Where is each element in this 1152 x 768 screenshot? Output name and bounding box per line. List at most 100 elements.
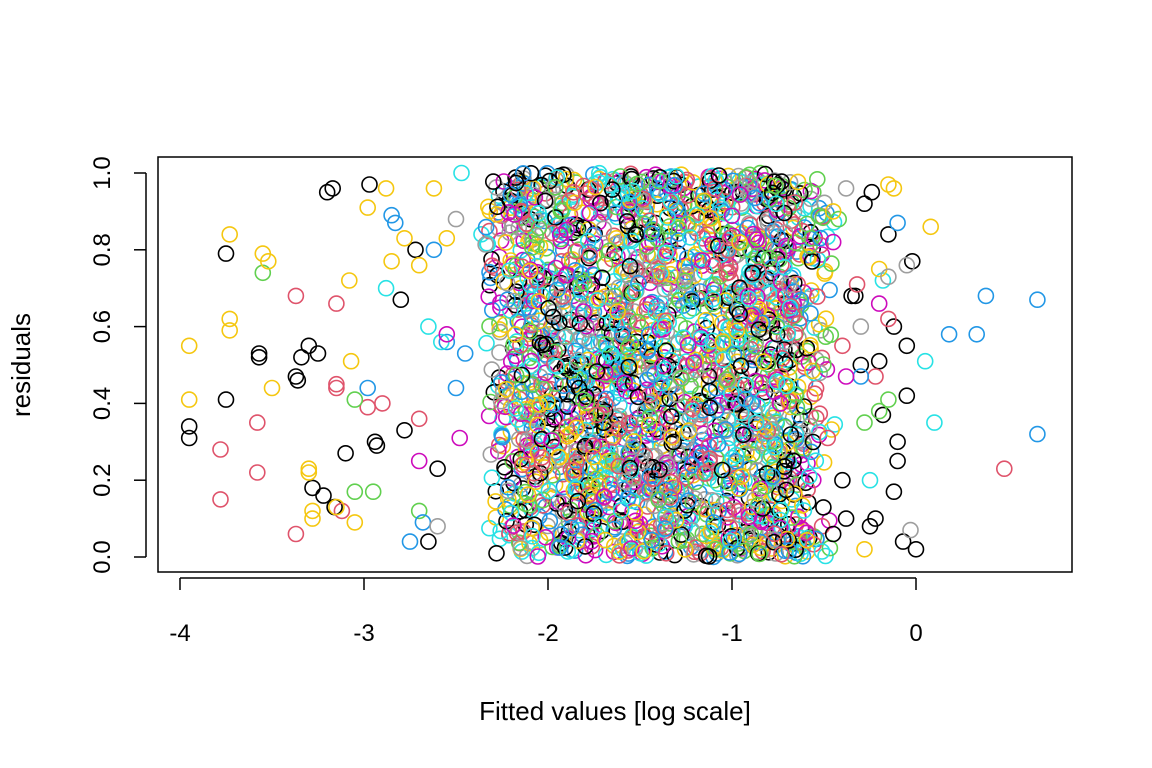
data-point bbox=[704, 167, 721, 185]
data-point bbox=[523, 376, 541, 393]
data-point bbox=[765, 376, 783, 394]
data-point bbox=[643, 352, 661, 370]
data-point bbox=[813, 543, 831, 560]
data-point bbox=[718, 371, 735, 388]
data-point bbox=[346, 391, 364, 408]
data-point bbox=[823, 421, 840, 438]
data-point bbox=[764, 468, 781, 485]
data-point bbox=[760, 250, 778, 267]
data-point bbox=[995, 460, 1013, 478]
data-point bbox=[802, 282, 820, 299]
data-point bbox=[743, 498, 761, 516]
data-point bbox=[611, 396, 628, 414]
data-point bbox=[629, 261, 647, 278]
y-tick-label: 1.0 bbox=[89, 156, 116, 189]
data-point bbox=[902, 521, 919, 539]
data-point bbox=[846, 287, 864, 305]
data-point bbox=[438, 325, 456, 343]
data-point bbox=[777, 481, 795, 499]
data-point bbox=[601, 345, 619, 362]
data-point bbox=[753, 230, 770, 248]
data-point bbox=[800, 467, 818, 485]
data-point bbox=[575, 303, 592, 320]
data-point bbox=[526, 189, 544, 206]
data-point bbox=[843, 287, 860, 305]
data-point bbox=[776, 224, 794, 241]
data-point bbox=[425, 180, 443, 197]
data-point bbox=[861, 517, 879, 535]
data-point bbox=[731, 305, 749, 323]
data-point bbox=[826, 416, 844, 433]
data-point bbox=[534, 336, 551, 354]
data-point bbox=[687, 473, 705, 491]
data-point bbox=[721, 229, 739, 247]
data-point bbox=[645, 470, 663, 487]
data-point bbox=[568, 453, 585, 471]
data-point bbox=[629, 313, 647, 331]
data-point bbox=[898, 337, 916, 355]
data-point bbox=[747, 372, 765, 390]
data-point bbox=[221, 226, 238, 243]
data-point bbox=[713, 461, 731, 479]
data-point bbox=[704, 257, 722, 275]
data-point bbox=[550, 314, 568, 332]
data-point bbox=[720, 264, 738, 281]
data-point bbox=[739, 219, 756, 237]
data-point bbox=[791, 185, 809, 202]
data-point bbox=[482, 446, 500, 463]
data-point bbox=[603, 181, 621, 198]
data-point bbox=[907, 540, 925, 558]
data-point bbox=[766, 177, 784, 195]
data-point bbox=[569, 492, 587, 510]
data-point bbox=[221, 322, 238, 339]
data-point bbox=[478, 334, 495, 352]
data-point bbox=[782, 298, 800, 315]
data-point bbox=[447, 379, 465, 397]
y-tick-label: 0.2 bbox=[89, 464, 116, 497]
data-point bbox=[618, 213, 636, 230]
data-point bbox=[490, 436, 508, 454]
data-point bbox=[767, 195, 785, 213]
data-point bbox=[508, 333, 526, 350]
data-point bbox=[547, 179, 564, 196]
data-point bbox=[698, 236, 716, 253]
data-point bbox=[447, 210, 465, 228]
data-point bbox=[488, 206, 506, 223]
data-point bbox=[652, 517, 670, 534]
data-point bbox=[383, 206, 400, 224]
data-point bbox=[780, 276, 798, 294]
data-point bbox=[786, 547, 803, 565]
data-point bbox=[221, 310, 238, 328]
data-point bbox=[551, 539, 568, 556]
data-point bbox=[548, 169, 566, 186]
data-point bbox=[533, 430, 551, 448]
data-point bbox=[324, 180, 342, 197]
data-point bbox=[719, 501, 736, 519]
data-point bbox=[708, 191, 726, 209]
data-point bbox=[680, 448, 697, 466]
data-point bbox=[570, 294, 588, 312]
data-point bbox=[484, 173, 502, 190]
data-point bbox=[687, 539, 705, 556]
data-point bbox=[668, 168, 685, 185]
data-point bbox=[620, 246, 638, 263]
data-point bbox=[744, 264, 762, 282]
data-point bbox=[669, 335, 687, 353]
data-point bbox=[672, 526, 690, 543]
data-point bbox=[259, 252, 277, 270]
data-point bbox=[539, 248, 557, 266]
data-point bbox=[732, 357, 750, 375]
data-point bbox=[811, 405, 829, 423]
data-point bbox=[848, 276, 866, 293]
data-point bbox=[254, 264, 272, 282]
data-point bbox=[597, 336, 615, 353]
data-point bbox=[977, 287, 995, 305]
data-point bbox=[377, 180, 395, 197]
data-point bbox=[640, 176, 658, 194]
data-point bbox=[735, 426, 752, 444]
data-point bbox=[721, 474, 738, 492]
data-point bbox=[304, 510, 321, 527]
data-point bbox=[180, 337, 198, 355]
data-point bbox=[619, 339, 637, 357]
